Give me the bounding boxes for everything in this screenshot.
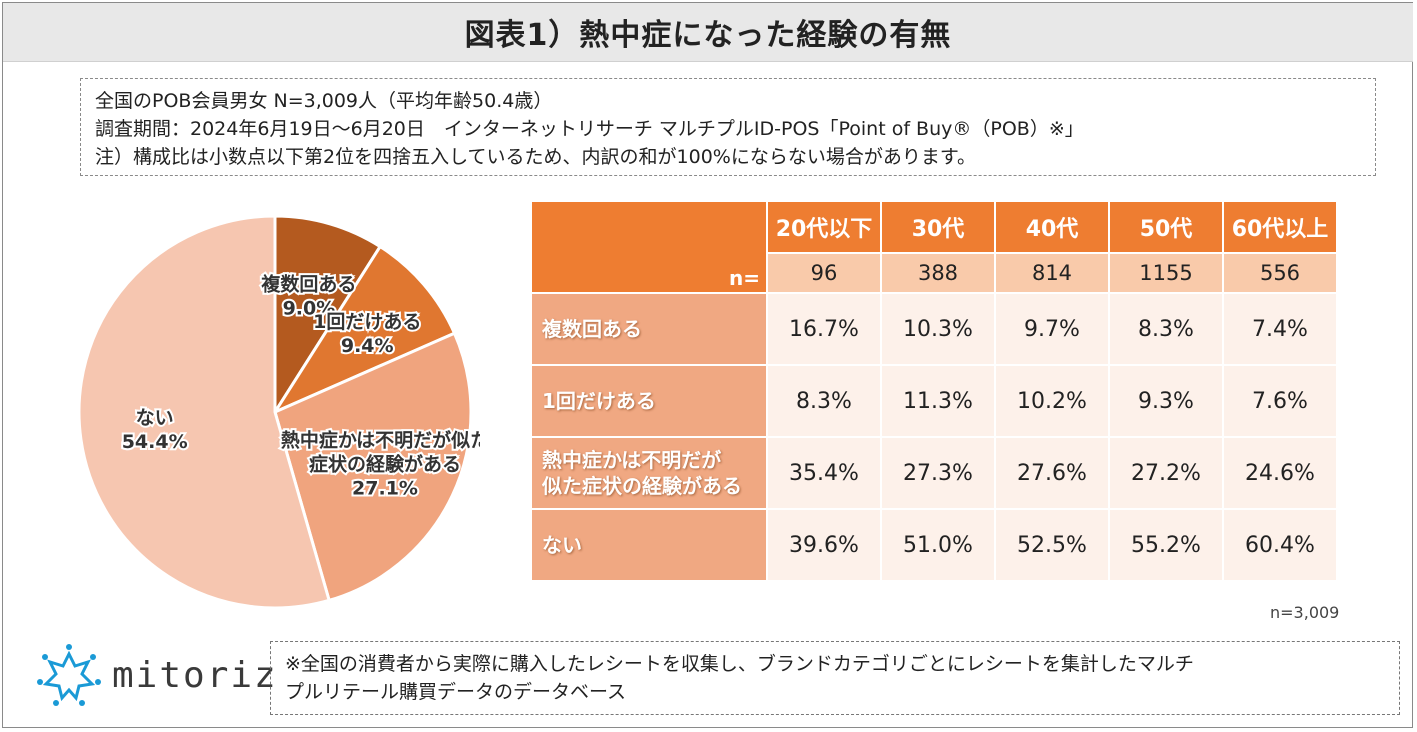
table-corner-cell: n= <box>530 200 768 294</box>
table-cell: 8.3% <box>1108 292 1224 366</box>
footnote-line-2: プルリテール購買データのデータベース <box>285 681 627 703</box>
table-cell: 27.2% <box>1108 436 1224 510</box>
pie-slice-label: 1回だけある 9.4% <box>313 311 421 357</box>
pie-slice-label: 熱中症かは不明だが似た症状の経験がある 27.1% <box>281 429 480 500</box>
pie-chart: 複数回ある 9.0%1回だけある 9.4% 熱中症かは不明だが似た症状の経験がある 27… <box>77 214 480 610</box>
survey-info-line-1: 全国のPOB会員男女 N=3,009人（平均年齢50.4歳） <box>95 90 553 112</box>
row-header: 熱中症かは不明だが 似た症状の経験がある <box>530 436 768 510</box>
table-cell: 24.6% <box>1222 436 1338 510</box>
n-total-label: n=3,009 <box>1270 603 1340 622</box>
mitoriz-logo: mitoriz <box>36 642 278 708</box>
table-cell: 9.7% <box>994 292 1110 366</box>
column-header: 60代以上 <box>1222 200 1338 254</box>
row-header: 複数回ある <box>530 292 768 366</box>
pie-slice-label: ない 54.4% <box>122 407 188 453</box>
table-cell: 7.6% <box>1222 364 1338 438</box>
sample-size-cell: 814 <box>994 252 1110 294</box>
table-cell: 51.0% <box>880 508 996 582</box>
age-breakdown-table: n= 20代以下 30代 40代 50代 60代以上 96 388 814 1155 556 複数回あ… <box>530 200 1338 582</box>
table-cell: 55.2% <box>1108 508 1224 582</box>
sample-size-cell: 556 <box>1222 252 1338 294</box>
column-header: 50代 <box>1108 200 1224 254</box>
page-title: 図表1）熱中症になった経験の有無 <box>3 3 1413 62</box>
table-cell: 52.5% <box>994 508 1110 582</box>
table-cell: 27.6% <box>994 436 1110 510</box>
row-header: ない <box>530 508 768 582</box>
column-header: 30代 <box>880 200 996 254</box>
n-label: n= <box>729 266 760 290</box>
survey-info-box: 全国のPOB会員男女 N=3,009人（平均年齢50.4歳） 調査期間：2024… <box>80 78 1376 176</box>
table-cell: 27.3% <box>880 436 996 510</box>
logo-text: mitoriz <box>112 654 278 696</box>
table-row: 熱中症かは不明だが 似た症状の経験がある 35.4% 27.3% 27.6% 27.2% 2… <box>530 436 1338 510</box>
table-row: 1回だけある 8.3% 11.3% 10.2% 9.3% 7.6% <box>530 364 1338 438</box>
table-cell: 11.3% <box>880 364 996 438</box>
table-cell: 39.6% <box>766 508 882 582</box>
footnote-line-1: ※全国の消費者から実際に購入したレシートを収集し、ブランドカテゴリごとにレシート… <box>285 653 1194 675</box>
pie-slice <box>273 331 473 603</box>
table-cell: 8.3% <box>766 364 882 438</box>
column-header: 20代以下 <box>766 200 882 254</box>
sample-size-cell: 1155 <box>1108 252 1224 294</box>
table-cell: 10.2% <box>994 364 1110 438</box>
table-row: 複数回ある 16.7% 10.3% 9.7% 8.3% 7.4% <box>530 292 1338 366</box>
survey-info-line-2: 調査期間：2024年6月19日～6月20日 インターネットリサーチ マルチプルI… <box>95 118 1084 140</box>
pie-slice <box>271 244 457 416</box>
table-cell: 9.3% <box>1108 364 1224 438</box>
footnote-box: ※全国の消費者から実際に購入したレシートを収集し、ブランドカテゴリごとにレシート… <box>270 641 1400 715</box>
survey-info-line-3: 注）構成比は小数点以下第2位を四捨五入しているため、内訳の和が100%にならない… <box>95 146 976 168</box>
table-cell: 16.7% <box>766 292 882 366</box>
row-header: 1回だけある <box>530 364 768 438</box>
table-row: ない 39.6% 51.0% 52.5% 55.2% 60.4% <box>530 508 1338 582</box>
sample-size-cell: 388 <box>880 252 996 294</box>
column-header: 40代 <box>994 200 1110 254</box>
pie-slice <box>273 214 383 418</box>
table-cell: 10.3% <box>880 292 996 366</box>
table-cell: 7.4% <box>1222 292 1338 366</box>
sample-size-cell: 96 <box>766 252 882 294</box>
logo-mark-icon <box>37 644 101 706</box>
pie-slice <box>77 214 331 610</box>
pie-slice-label: 複数回ある 9.0% <box>260 272 356 319</box>
table-cell: 35.4% <box>766 436 882 510</box>
table-cell: 60.4% <box>1222 508 1338 582</box>
